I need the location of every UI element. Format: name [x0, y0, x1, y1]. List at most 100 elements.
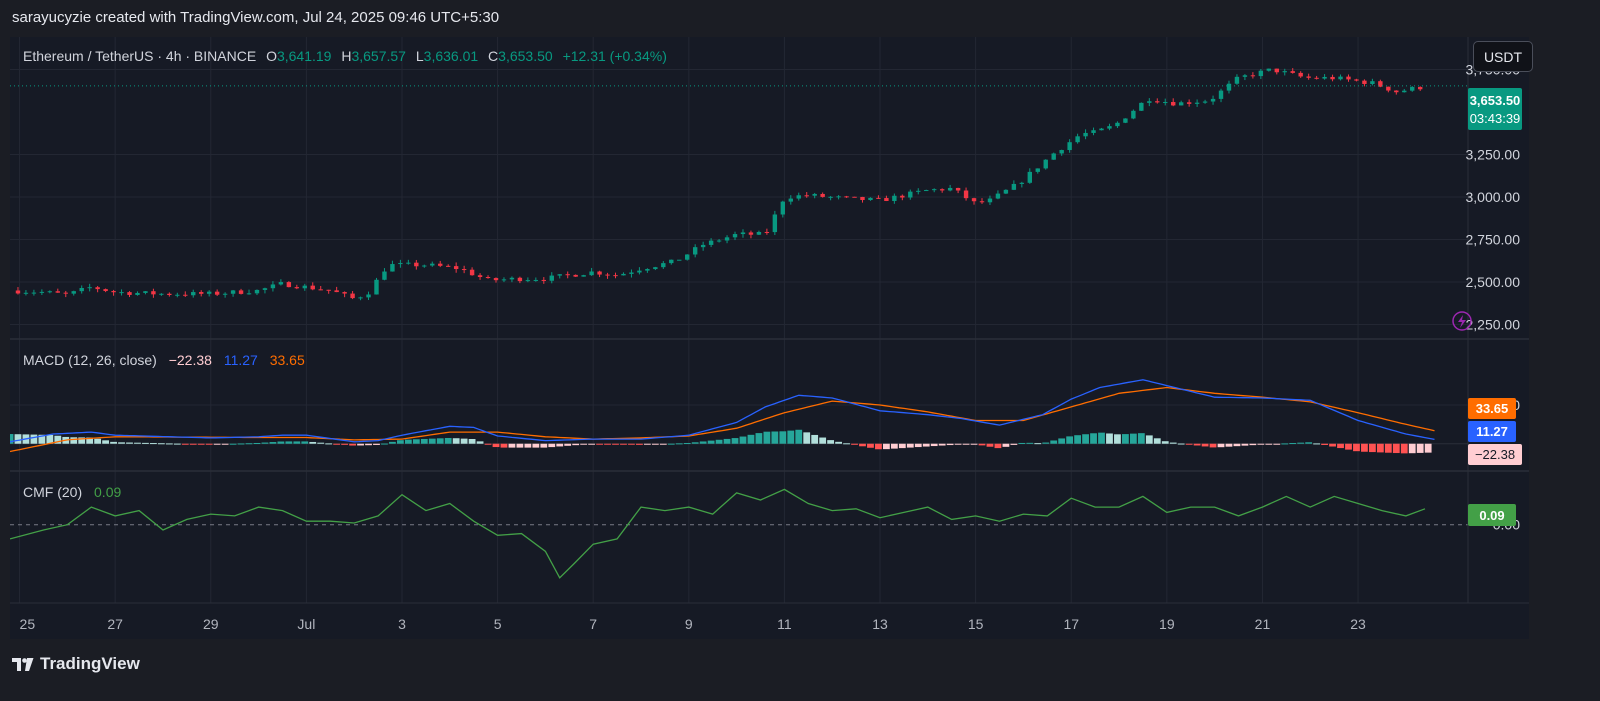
- macd-hist-bar: [1042, 442, 1050, 444]
- candle-up: [1242, 75, 1248, 77]
- countdown-label: 03:43:39: [1470, 111, 1521, 126]
- macd-hist-bar: [1129, 433, 1137, 444]
- candle-down: [238, 290, 244, 294]
- macd-hist-bar: [835, 441, 842, 444]
- candle-up: [222, 293, 228, 295]
- macd-hist-bar: [803, 432, 811, 444]
- currency-unit-button[interactable]: USDT: [1473, 41, 1533, 72]
- candle-up: [1067, 142, 1072, 151]
- macd-hist-bar: [962, 443, 970, 445]
- last-price-tag: 3,653.50 03:43:39: [1468, 88, 1522, 130]
- candle-down: [1155, 101, 1160, 103]
- macd-hist-bar: [1058, 438, 1066, 444]
- candle-up: [1115, 122, 1120, 127]
- chart-canvas[interactable]: 25 27 29 Jul 3 5 7 9 11 13 15 17 19 21 23 2,250.00 2,500…: [10, 37, 1529, 639]
- candle-down: [852, 196, 857, 198]
- candle-down: [1346, 76, 1351, 80]
- price-tick-label: 2,750.00: [1466, 232, 1521, 248]
- candle-up: [828, 196, 833, 198]
- candle-up: [1091, 130, 1096, 133]
- last-price-label: 3,653.50: [1470, 93, 1521, 108]
- macd-hist-bar: [755, 433, 763, 444]
- macd-hist-bar: [1122, 434, 1129, 444]
- candle-up: [629, 272, 634, 274]
- macd-hist-bar: [970, 443, 978, 445]
- candle-down: [573, 274, 578, 277]
- candle-up: [1202, 101, 1208, 103]
- candle-down: [860, 196, 865, 201]
- candle-down: [318, 289, 323, 291]
- macd-hist-bar: [1074, 435, 1082, 444]
- macd-label: MACD (12, 26, close): [23, 352, 157, 368]
- macd-hist-bar: [572, 443, 580, 446]
- macd-hist-bar: [1201, 443, 1209, 447]
- candle-up: [366, 294, 371, 298]
- macd-hist-bar: [795, 429, 803, 444]
- candle-up: [589, 271, 594, 276]
- candle-down: [445, 265, 451, 267]
- macd-hist-bar: [333, 443, 341, 445]
- tradingview-logo: TradingView: [12, 654, 140, 674]
- candle-up: [159, 293, 164, 295]
- candle-down: [1306, 76, 1311, 78]
- symbol-legend[interactable]: Ethereum / TetherUS · 4h · BINANCE O3,64…: [23, 48, 667, 64]
- macd-hist-bar: [150, 443, 157, 445]
- macd-hist-bar: [1002, 443, 1010, 447]
- candle-up: [916, 190, 921, 192]
- macd-hist-bar: [1209, 443, 1217, 448]
- high-label: H: [341, 48, 351, 64]
- macd-hist-bar: [628, 443, 635, 445]
- macd-hist-bar: [1066, 436, 1074, 444]
- candle-up: [533, 279, 539, 281]
- candle-down: [414, 262, 419, 267]
- macd-hist-bar: [436, 438, 444, 444]
- macd-hist-bar: [412, 439, 420, 444]
- candle-up: [724, 237, 730, 241]
- macd-hist-bar: [843, 443, 850, 445]
- candle-up: [653, 267, 658, 270]
- macd-hist-bar: [341, 443, 349, 445]
- macd-hist-bar: [675, 443, 683, 445]
- macd-hist-bar: [819, 437, 827, 444]
- x-tick-label: 23: [1350, 616, 1366, 632]
- macd-hist-bar: [1337, 443, 1344, 449]
- candle-down: [286, 282, 292, 288]
- macd-hist-bar: [890, 443, 898, 449]
- brand-name: TradingView: [40, 654, 140, 673]
- lightning-icon[interactable]: [1452, 311, 1472, 331]
- macd-hist-bar: [763, 431, 771, 444]
- candle-down: [151, 291, 156, 295]
- macd-hist-bar: [1353, 443, 1360, 452]
- macd-hist-bar: [1010, 443, 1018, 445]
- macd-hist-bar: [197, 443, 205, 445]
- candle-down: [1378, 81, 1383, 87]
- macd-hist-bar: [181, 443, 189, 445]
- macd-hist-bar: [86, 437, 94, 444]
- candle-up: [1178, 102, 1184, 106]
- macd-hist-bar: [1297, 442, 1305, 444]
- cmf-legend[interactable]: CMF (20) 0.09: [23, 484, 121, 500]
- macd-hist-bar: [771, 431, 779, 444]
- candle-up: [1194, 102, 1200, 104]
- candle-up: [23, 292, 29, 294]
- macd-hist-bar: [1345, 443, 1352, 450]
- candle-up: [246, 293, 252, 295]
- price-tick-label: 2,500.00: [1466, 274, 1521, 290]
- candle-down: [55, 291, 61, 293]
- macd-hist-bar: [1361, 443, 1368, 452]
- chart-frame[interactable]: 25 27 29 Jul 3 5 7 9 11 13 15 17 19 21 23 2,250.00 2,500…: [10, 37, 1529, 639]
- macd-hist-bar: [14, 434, 22, 444]
- macd-hist-bar: [954, 443, 962, 445]
- macd-hist-bar: [301, 441, 309, 444]
- candle-up: [700, 244, 706, 248]
- macd-hist-bar: [1169, 442, 1177, 444]
- macd-hist-bar: [1273, 443, 1281, 445]
- macd-legend[interactable]: MACD (12, 26, close) −22.38 11.27 33.65: [23, 352, 305, 368]
- candle-up: [637, 270, 642, 273]
- macd-hist-bar: [540, 443, 548, 448]
- macd-hist-bar: [1289, 443, 1297, 445]
- candle-down: [334, 290, 339, 293]
- macd-hist-bar: [253, 443, 261, 445]
- macd-hist-bar: [994, 443, 1002, 449]
- candle-down: [1330, 76, 1335, 80]
